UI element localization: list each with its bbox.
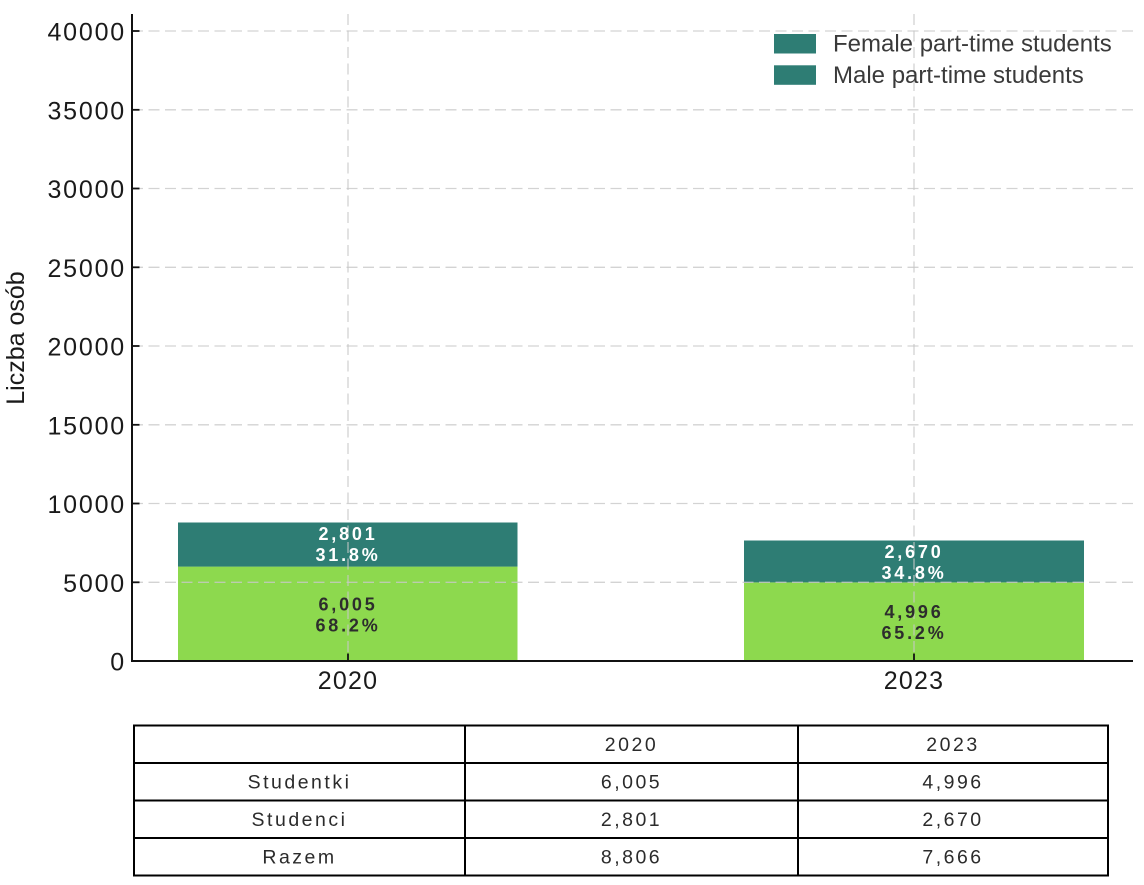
svg-text:4,996: 4,996 bbox=[922, 772, 983, 794]
svg-text:Razem: Razem bbox=[262, 847, 336, 869]
svg-text:Liczba osób: Liczba osób bbox=[2, 271, 30, 404]
svg-text:2023: 2023 bbox=[926, 734, 979, 756]
svg-text:20000: 20000 bbox=[47, 334, 126, 362]
svg-text:2,670: 2,670 bbox=[922, 809, 983, 831]
svg-text:40000: 40000 bbox=[47, 19, 126, 47]
svg-text:15000: 15000 bbox=[47, 412, 126, 440]
svg-text:6,005: 6,005 bbox=[318, 595, 377, 615]
svg-text:Studentki: Studentki bbox=[248, 772, 352, 794]
svg-text:7,666: 7,666 bbox=[922, 847, 983, 869]
svg-text:68.2%: 68.2% bbox=[315, 616, 380, 636]
svg-text:8,806: 8,806 bbox=[601, 847, 662, 869]
svg-text:2020: 2020 bbox=[605, 734, 658, 756]
svg-text:2020: 2020 bbox=[318, 667, 378, 695]
svg-text:Female part-time students: Female part-time students bbox=[833, 31, 1112, 58]
svg-text:2023: 2023 bbox=[884, 667, 944, 695]
svg-text:2,801: 2,801 bbox=[601, 809, 662, 831]
svg-text:4,996: 4,996 bbox=[884, 602, 943, 622]
svg-text:2,801: 2,801 bbox=[318, 524, 377, 544]
svg-text:34.8%: 34.8% bbox=[881, 563, 946, 583]
svg-text:5000: 5000 bbox=[63, 570, 126, 598]
svg-text:35000: 35000 bbox=[47, 97, 126, 125]
svg-text:0: 0 bbox=[110, 649, 126, 677]
svg-text:Studenci: Studenci bbox=[252, 809, 348, 831]
svg-text:65.2%: 65.2% bbox=[881, 623, 946, 643]
svg-text:10000: 10000 bbox=[47, 491, 126, 519]
svg-text:30000: 30000 bbox=[47, 176, 126, 204]
svg-text:6,005: 6,005 bbox=[601, 772, 662, 794]
svg-text:Male part-time students: Male part-time students bbox=[833, 62, 1084, 89]
svg-text:31.8%: 31.8% bbox=[315, 545, 380, 565]
svg-text:2,670: 2,670 bbox=[884, 542, 943, 562]
svg-text:25000: 25000 bbox=[47, 255, 126, 283]
